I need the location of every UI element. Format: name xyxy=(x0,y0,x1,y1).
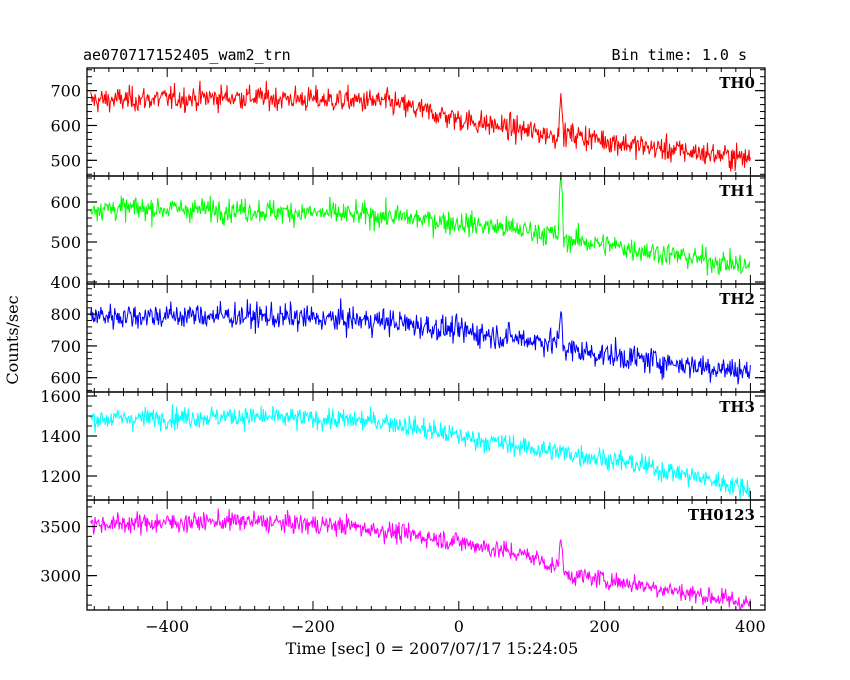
panel-th0123: 3000 3500 TH0123 xyxy=(40,499,766,611)
y-axis-label: Counts/sec xyxy=(3,295,22,384)
y-tick-label: 3500 xyxy=(40,518,81,537)
panel-label: TH0123 xyxy=(688,506,755,524)
y-tick-label: 700 xyxy=(50,82,81,101)
series-line-th2 xyxy=(90,298,751,385)
panel-label: TH2 xyxy=(719,290,755,308)
x-tick-label: 0 xyxy=(454,617,464,636)
series-line-th0123 xyxy=(90,508,751,610)
x-tick-label: −200 xyxy=(291,617,335,636)
panel-th2: 600 700 800 TH2 xyxy=(50,283,766,393)
y-tick-label: 600 xyxy=(50,116,81,135)
y-tick-label: 800 xyxy=(50,305,81,324)
y-tick-label: 1200 xyxy=(40,467,81,486)
y-tick-label: 500 xyxy=(50,151,81,170)
x-axis: −400 −200 0 200 400 xyxy=(145,617,765,636)
panels: 500 600 700 TH0 400 500 600 TH1 600 700 800 TH2 1200… xyxy=(40,67,766,611)
chart-title: ae070717152405_wam2_trn xyxy=(83,46,291,64)
y-tick-label: 400 xyxy=(50,273,81,292)
panel-frame xyxy=(86,391,766,501)
y-tick-label: 500 xyxy=(50,233,81,252)
panel-label: TH3 xyxy=(719,398,755,416)
y-tick-label: 700 xyxy=(50,337,81,356)
x-tick-label: 400 xyxy=(735,617,766,636)
bin-time-label: Bin time: 1.0 s xyxy=(611,46,747,64)
y-tick-label: 3000 xyxy=(40,567,81,586)
series-line-th0 xyxy=(90,80,751,172)
panel-th1: 400 500 600 TH1 xyxy=(50,175,766,292)
panel-label: TH0 xyxy=(719,74,755,92)
y-tick-label: 600 xyxy=(50,369,81,388)
series-line-th1 xyxy=(90,176,751,276)
panel-frame xyxy=(86,175,766,285)
panel-frame xyxy=(86,499,766,611)
x-tick-label: 200 xyxy=(589,617,620,636)
panel-label: TH1 xyxy=(719,182,755,200)
panel-frame xyxy=(86,67,766,177)
y-tick-label: 1600 xyxy=(40,387,81,406)
x-axis-label: Time [sec] 0 = 2007/07/17 15:24:05 xyxy=(286,639,579,658)
x-tick-label: −400 xyxy=(145,617,189,636)
y-tick-label: 600 xyxy=(50,193,81,212)
y-tick-label: 1400 xyxy=(40,427,81,446)
series-line-th3 xyxy=(90,404,751,500)
panel-th3: 1200 1400 1600 TH3 xyxy=(40,387,766,501)
panel-th0: 500 600 700 TH0 xyxy=(50,67,766,177)
